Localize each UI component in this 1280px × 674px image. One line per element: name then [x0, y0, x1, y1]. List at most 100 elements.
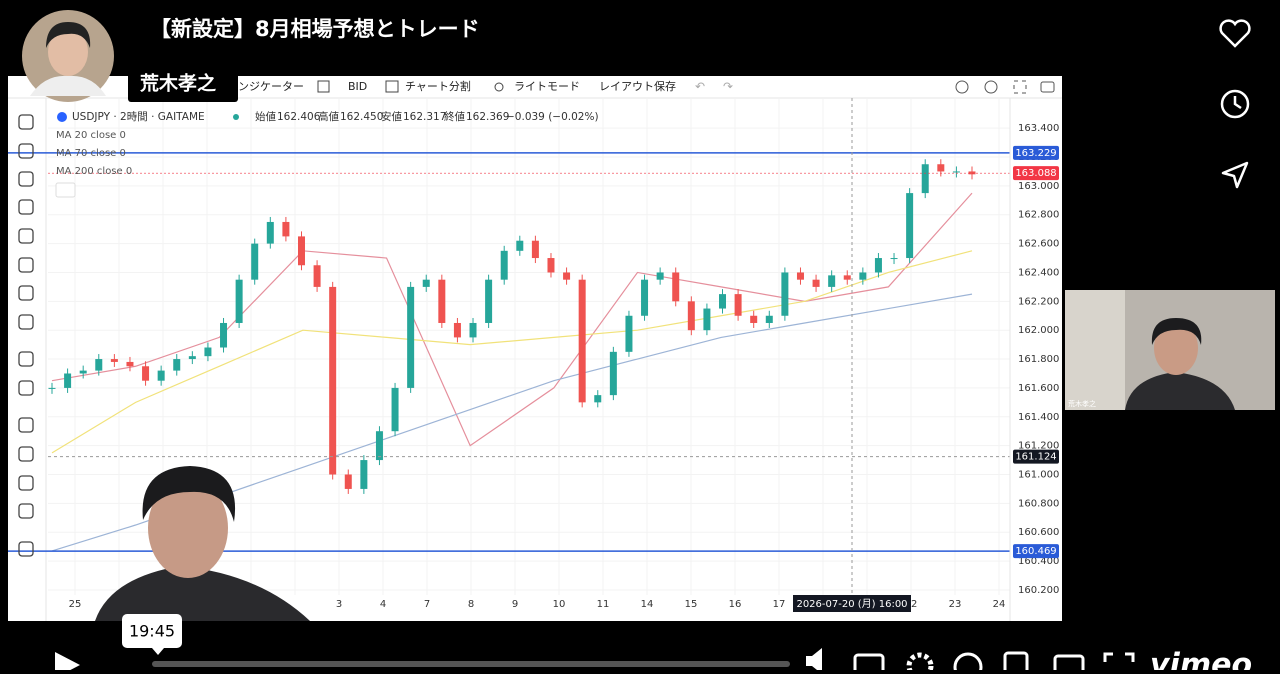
- clock-hand: [1233, 96, 1242, 110]
- candle: [937, 164, 945, 172]
- candle: [609, 351, 617, 396]
- ma-line: [51, 192, 973, 447]
- candle: [422, 279, 430, 287]
- person: [1151, 318, 1202, 345]
- settings-button[interactable]: [906, 652, 934, 674]
- candle: [547, 258, 555, 273]
- redo[interactable]: ↷: [723, 80, 733, 94]
- video-title[interactable]: 【新設定】8月相場予想とトレード: [150, 17, 480, 41]
- y-tick-label: 161.400: [1018, 412, 1059, 423]
- candle: [921, 164, 929, 194]
- x-tick-label: 17: [773, 599, 786, 610]
- x-tick-label: 25: [69, 599, 82, 610]
- tool-icon: [18, 475, 34, 491]
- tool-icon: [18, 257, 34, 273]
- candle: [687, 301, 695, 331]
- y-tick-label: 160.400: [1018, 556, 1059, 567]
- undo[interactable]: ↶: [695, 80, 705, 94]
- candle: [843, 275, 851, 280]
- transcript-button[interactable]: [1003, 651, 1029, 674]
- icon[interactable]: [1040, 81, 1055, 93]
- candle: [828, 275, 836, 287]
- candle: [906, 193, 914, 259]
- author-badge: [128, 68, 238, 102]
- candle: [625, 315, 633, 352]
- icon[interactable]: [955, 80, 969, 94]
- icon[interactable]: [984, 80, 998, 94]
- avatar-body: [30, 75, 106, 96]
- tool-icon: [18, 143, 34, 159]
- author-name[interactable]: 荒木孝之: [140, 72, 216, 95]
- share-button[interactable]: [1221, 161, 1249, 189]
- indicator: MA 70 close 0: [56, 148, 126, 159]
- pip-button[interactable]: [1053, 654, 1085, 674]
- x-tick-label: 15: [685, 599, 698, 610]
- y-tick-label: 162.200: [1018, 296, 1059, 307]
- y-tick-label: 163.000: [1018, 181, 1059, 192]
- icon[interactable]: [1013, 80, 1027, 94]
- candle: [375, 431, 383, 461]
- y-tick-label: 163.400: [1018, 123, 1059, 134]
- candle: [235, 279, 243, 323]
- candle: [438, 279, 446, 323]
- webcam-wall: [1065, 290, 1125, 410]
- x-tick-label: 14: [641, 599, 654, 610]
- toolbar-item[interactable]: ライトモード: [514, 80, 580, 93]
- candle: [142, 366, 150, 381]
- candle: [79, 370, 87, 374]
- candle: [251, 243, 259, 280]
- toolbar-item[interactable]: レイアウト保存: [599, 79, 676, 93]
- crosshair-tag: [1013, 449, 1059, 464]
- candle: [656, 272, 664, 280]
- candle: [485, 279, 493, 323]
- vimeo-logo[interactable]: vimeo: [1150, 648, 1252, 674]
- captions-button[interactable]: [853, 653, 885, 674]
- candle: [516, 240, 524, 251]
- tool-icon: [18, 171, 34, 187]
- tool-icon: [18, 541, 34, 557]
- x-tick-label: 23: [949, 599, 962, 610]
- toolbar-item[interactable]: BID: [348, 80, 367, 93]
- tooltip-arrow: [152, 648, 164, 655]
- candle: [188, 356, 196, 360]
- live-dot: [233, 114, 239, 120]
- crosshair-time-tag: [793, 595, 911, 612]
- plot: 163.400163.200163.000162.800162.600162.4…: [8, 98, 1059, 621]
- y-tick-label: 162.400: [1018, 267, 1059, 278]
- price-tag-label: 163.229: [1015, 148, 1056, 159]
- toolbar-item[interactable]: ンジケーター: [238, 80, 304, 93]
- indicator: MA 200 close 0: [56, 166, 132, 177]
- candle: [812, 279, 820, 287]
- volume-button[interactable]: [806, 648, 822, 674]
- candle: [641, 279, 649, 316]
- candle: [765, 315, 773, 323]
- ohlc-label: 高値: [318, 110, 339, 123]
- candle: [95, 359, 103, 371]
- tool-icon: [18, 314, 34, 330]
- progress-bar[interactable]: [152, 661, 790, 667]
- price-tag-label: 163.088: [1015, 168, 1056, 179]
- candle: [204, 347, 212, 357]
- time: 19:45: [129, 622, 175, 641]
- fullscreen-button[interactable]: [1103, 652, 1135, 662]
- watch-later-button[interactable]: [1220, 89, 1250, 119]
- price-tag: [1013, 145, 1059, 160]
- x-tick-label: 4: [380, 599, 386, 610]
- candle: [313, 265, 321, 287]
- ohlc-value: 162.450: [340, 111, 383, 123]
- toolbar-item[interactable]: チャート分割: [405, 79, 471, 93]
- candle: [157, 370, 165, 381]
- avatar-hair: [46, 22, 91, 48]
- candle: [672, 272, 680, 302]
- ohlc-value: 162.317: [403, 111, 446, 123]
- price-tag: [1013, 544, 1059, 559]
- candle: [48, 387, 56, 389]
- y-tick-label: 160.800: [1018, 498, 1059, 509]
- icon: [317, 80, 330, 93]
- like-button[interactable]: [1219, 19, 1251, 48]
- candle: [890, 258, 898, 260]
- play-button[interactable]: [55, 652, 80, 674]
- tool-icon: [18, 380, 34, 396]
- speed-button[interactable]: [953, 652, 983, 674]
- candle: [703, 308, 711, 331]
